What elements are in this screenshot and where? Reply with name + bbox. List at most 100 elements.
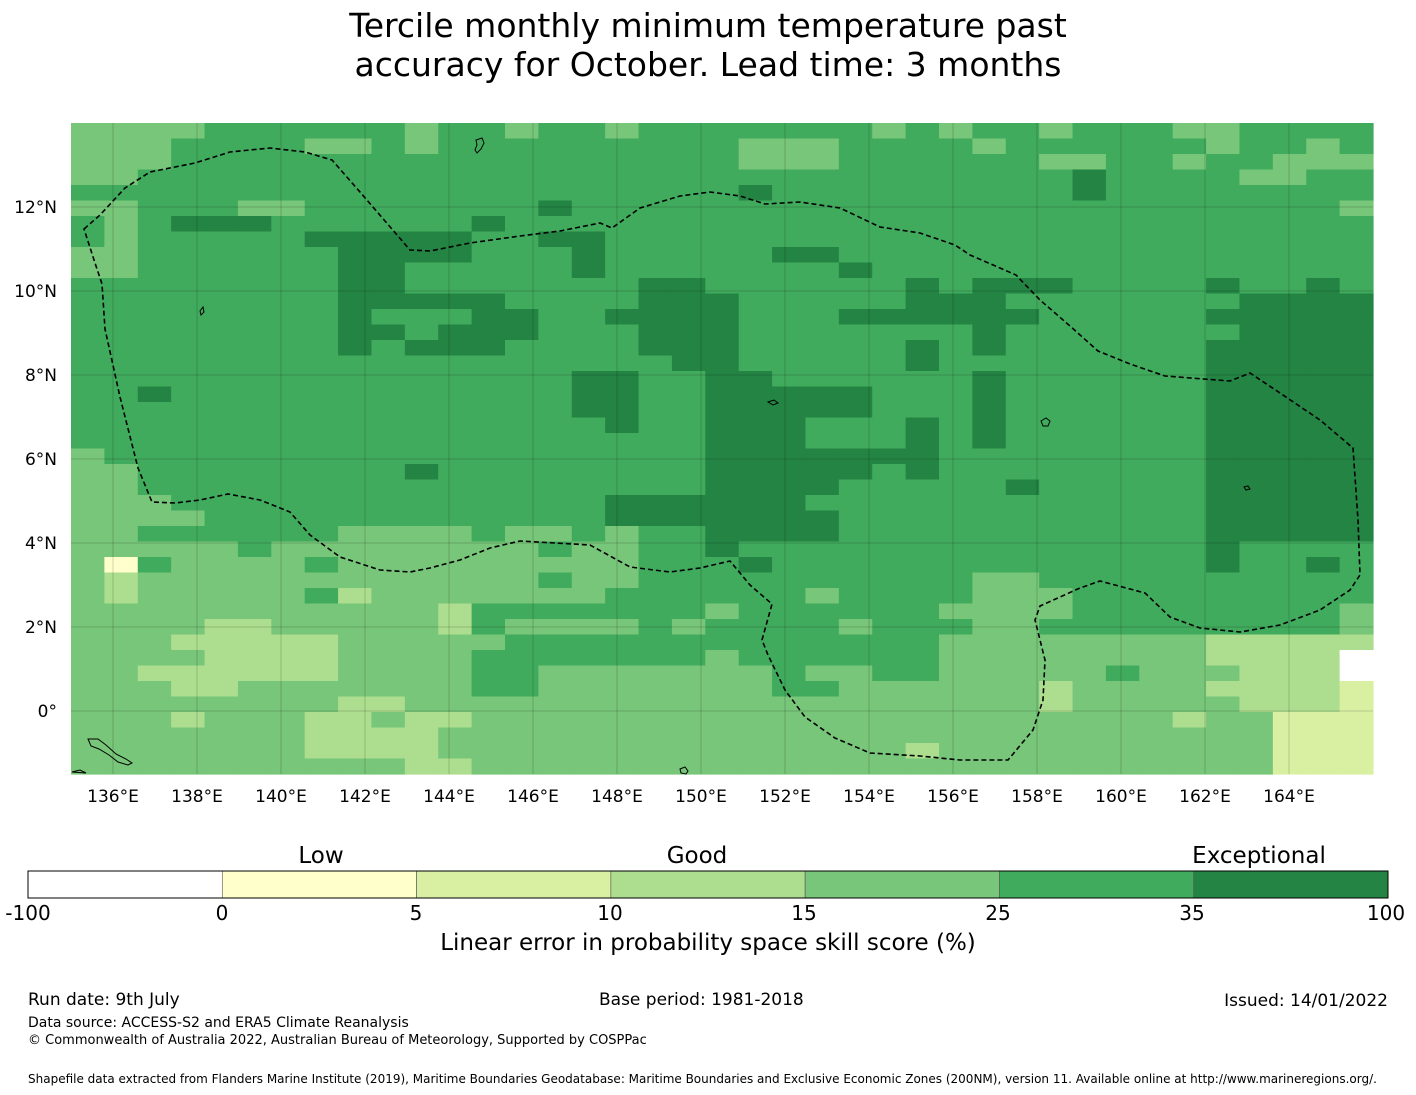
grid-cell bbox=[338, 278, 373, 295]
grid-cell bbox=[137, 665, 172, 682]
grid-cell bbox=[1005, 681, 1040, 698]
grid-cell bbox=[738, 495, 773, 512]
grid-cell bbox=[1172, 402, 1207, 419]
grid-cell bbox=[438, 340, 473, 357]
grid-cell bbox=[1339, 727, 1374, 744]
grid-cell bbox=[505, 231, 539, 248]
grid-cell bbox=[638, 681, 673, 698]
grid-cell bbox=[505, 712, 539, 729]
grid-cell bbox=[1072, 572, 1107, 589]
grid-cell bbox=[371, 541, 406, 558]
grid-cell bbox=[1239, 247, 1274, 264]
grid-cell bbox=[838, 743, 873, 760]
grid-cell bbox=[571, 340, 606, 357]
grid-cell bbox=[71, 200, 105, 217]
grid-cell bbox=[1005, 696, 1040, 713]
grid-cell bbox=[1272, 386, 1307, 403]
grid-cell bbox=[605, 743, 640, 760]
grid-cell bbox=[838, 355, 873, 372]
grid-cell bbox=[705, 541, 740, 558]
grid-cell bbox=[104, 541, 139, 558]
grid-cell bbox=[71, 495, 105, 512]
grid-cell bbox=[838, 681, 873, 698]
grid-cell bbox=[371, 479, 406, 496]
grid-cell bbox=[304, 154, 339, 171]
grid-cell bbox=[1239, 510, 1274, 527]
grid-cell bbox=[438, 293, 473, 310]
grid-cell bbox=[304, 665, 339, 682]
grid-cell bbox=[438, 386, 473, 403]
colorbar-tick-label: 5 bbox=[409, 901, 423, 925]
grid-cell bbox=[71, 417, 105, 434]
grid-cell bbox=[1039, 712, 1074, 729]
grid-cell bbox=[438, 495, 473, 512]
grid-cell bbox=[471, 309, 506, 326]
grid-cell bbox=[1239, 216, 1274, 233]
grid-cell bbox=[505, 665, 539, 682]
grid-cell bbox=[939, 169, 973, 186]
grid-cell bbox=[838, 386, 873, 403]
grid-cell bbox=[1072, 247, 1107, 264]
grid-cell bbox=[939, 681, 973, 698]
grid-cell bbox=[538, 634, 573, 651]
grid-cell bbox=[237, 262, 272, 279]
grid-cell bbox=[1339, 324, 1374, 341]
grid-cell bbox=[438, 681, 473, 698]
grid-cell bbox=[1306, 464, 1341, 481]
grid-cell bbox=[1005, 185, 1040, 202]
grid-cell bbox=[137, 200, 172, 217]
grid-cell bbox=[772, 185, 807, 202]
grid-cell bbox=[738, 309, 773, 326]
grid-cell bbox=[705, 433, 740, 450]
grid-cell bbox=[1206, 495, 1241, 512]
grid-cell bbox=[772, 727, 807, 744]
grid-cell bbox=[404, 712, 439, 729]
grid-cell bbox=[271, 200, 306, 217]
grid-cell bbox=[1072, 138, 1107, 155]
grid-cell bbox=[905, 355, 940, 372]
grid-cell bbox=[1072, 340, 1107, 357]
grid-cell bbox=[1206, 200, 1241, 217]
grid-cell bbox=[905, 340, 940, 357]
grid-cell bbox=[104, 743, 139, 760]
grid-cell bbox=[1306, 247, 1341, 264]
grid-cell bbox=[905, 557, 940, 574]
grid-cell bbox=[104, 727, 139, 744]
grid-cell bbox=[1105, 355, 1140, 372]
grid-cell bbox=[438, 200, 473, 217]
grid-cell bbox=[338, 758, 373, 775]
grid-cell bbox=[638, 386, 673, 403]
grid-cell bbox=[772, 169, 807, 186]
grid-cell bbox=[571, 650, 606, 667]
grid-cell bbox=[1005, 743, 1040, 760]
grid-cell bbox=[237, 448, 272, 465]
grid-cell bbox=[1272, 681, 1307, 698]
grid-cell bbox=[1339, 448, 1374, 465]
grid-cell bbox=[404, 386, 439, 403]
grid-cell bbox=[471, 231, 506, 248]
grid-cell bbox=[872, 216, 907, 233]
grid-cell bbox=[1206, 634, 1241, 651]
grid-cell bbox=[304, 712, 339, 729]
grid-cell bbox=[705, 588, 740, 605]
grid-cell bbox=[204, 386, 239, 403]
grid-cell bbox=[1105, 681, 1140, 698]
grid-cell bbox=[1339, 743, 1374, 760]
grid-cell bbox=[104, 495, 139, 512]
grid-cell bbox=[1306, 448, 1341, 465]
grid-cell bbox=[271, 572, 306, 589]
grid-cell bbox=[1206, 154, 1241, 171]
grid-cell bbox=[1239, 402, 1274, 419]
grid-cell bbox=[671, 526, 706, 543]
grid-cell bbox=[171, 510, 206, 527]
grid-cell bbox=[1306, 417, 1341, 434]
grid-cell bbox=[571, 355, 606, 372]
grid-cell bbox=[1306, 727, 1341, 744]
grid-cell bbox=[605, 495, 640, 512]
colorbar-segment bbox=[27, 870, 223, 899]
grid-cell bbox=[104, 324, 139, 341]
grid-cell bbox=[1239, 758, 1274, 775]
grid-cell bbox=[605, 541, 640, 558]
grid-cell bbox=[1172, 324, 1207, 341]
grid-cell bbox=[404, 743, 439, 760]
